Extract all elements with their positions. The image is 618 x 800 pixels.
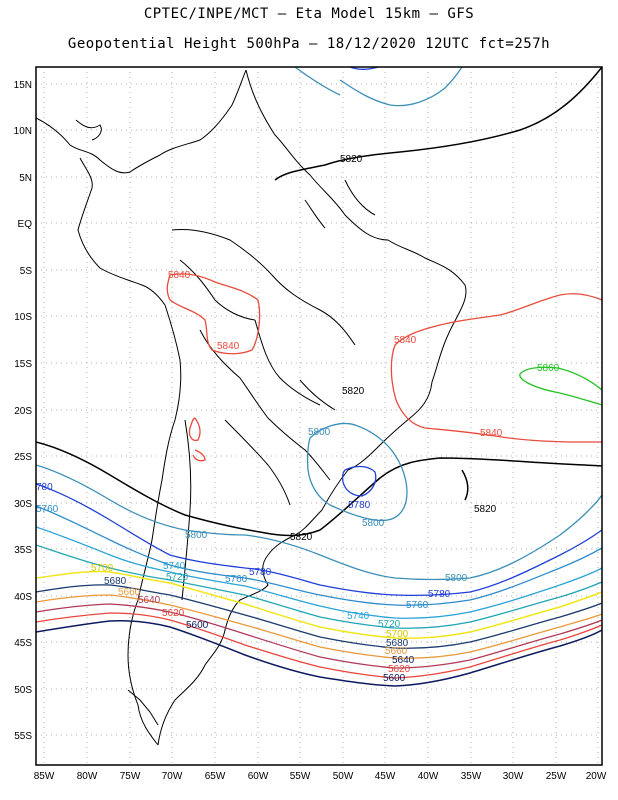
lat-tick: 20S bbox=[14, 406, 32, 417]
label-5640-a: 5640 bbox=[138, 595, 161, 606]
label-5800-c: 5800 bbox=[185, 530, 208, 541]
lat-tick: 10N bbox=[14, 126, 32, 137]
lon-tick: 45W bbox=[375, 771, 396, 782]
contour-5800 bbox=[36, 67, 602, 581]
label-5700-a: 5700 bbox=[91, 563, 114, 574]
label-5760-a: 5760 bbox=[225, 574, 248, 585]
contour-5680 bbox=[36, 584, 602, 649]
contour-5720 bbox=[36, 544, 602, 629]
label-5620-a: 5620 bbox=[162, 608, 185, 619]
lon-tick: 40W bbox=[418, 771, 439, 782]
label-5720-a: 5720 bbox=[166, 572, 189, 583]
lon-tick: 75W bbox=[120, 771, 141, 782]
lat-tick: 10S bbox=[14, 312, 32, 323]
label-5840-b: 5840 bbox=[217, 341, 240, 352]
label-5760-b: 5760 bbox=[406, 600, 429, 611]
lat-tick: 5S bbox=[20, 266, 33, 277]
lat-tick: 35S bbox=[14, 545, 32, 556]
lon-tick: 70W bbox=[162, 771, 183, 782]
title-line-1: CPTEC/INPE/MCT – Eta Model 15km – GFS bbox=[143, 6, 475, 22]
label-5840-c: 5840 bbox=[394, 335, 417, 346]
contour-5860 bbox=[519, 366, 602, 406]
label-5820-d: 5820 bbox=[290, 532, 313, 543]
lat-lon-grid bbox=[36, 67, 602, 765]
lon-tick: 50W bbox=[333, 771, 354, 782]
lon-tick: 60W bbox=[248, 771, 269, 782]
lat-tick: 5N bbox=[19, 173, 32, 184]
label-5840-a: 5840 bbox=[168, 270, 191, 281]
label-5660-a: 5660 bbox=[118, 587, 141, 598]
contour-5700 bbox=[36, 570, 602, 639]
label-5660-b: 5660 bbox=[385, 646, 408, 657]
contour-5820 bbox=[36, 67, 602, 537]
label-5820-c: 5820 bbox=[474, 504, 497, 515]
lon-tick: 25W bbox=[546, 771, 567, 782]
lon-tick: 65W bbox=[205, 771, 226, 782]
coastlines bbox=[36, 69, 467, 746]
lon-axis: 85W 80W 75W 70W 65W 60W 55W 50W 45W 40W … bbox=[34, 771, 607, 782]
lon-tick: 35W bbox=[461, 771, 482, 782]
lon-tick: 85W bbox=[34, 771, 55, 782]
lat-tick: 50S bbox=[14, 685, 32, 696]
label-5640-b: 5640 bbox=[392, 655, 415, 666]
label-5860-a: 5860 bbox=[537, 363, 560, 374]
contour-5600 bbox=[36, 620, 602, 687]
label-5780-c: 5780 bbox=[428, 589, 451, 600]
label-5700-b: 5700 bbox=[386, 629, 409, 640]
label-5780-b: 5780 bbox=[249, 567, 272, 578]
map-frame bbox=[35, 66, 603, 766]
contour-5620 bbox=[36, 612, 602, 679]
lat-tick: 45S bbox=[14, 638, 32, 649]
contour-5660 bbox=[36, 594, 602, 659]
label-5820-a: 5820 bbox=[340, 154, 363, 165]
contour-5640 bbox=[36, 603, 602, 669]
label-5600-a: 5600 bbox=[186, 620, 209, 631]
label-5680-b: 5680 bbox=[386, 638, 409, 649]
label-5720-b: 5720 bbox=[378, 619, 401, 630]
lon-tick: 30W bbox=[503, 771, 524, 782]
contour-5840 bbox=[166, 273, 602, 462]
label-5740-b: 5740 bbox=[347, 611, 370, 622]
label-5740-a: 5740 bbox=[163, 561, 186, 572]
label-5600-b: 5600 bbox=[383, 673, 406, 684]
lon-tick: 20W bbox=[586, 771, 607, 782]
label-5840-d: 5840 bbox=[480, 428, 503, 439]
lat-axis: 15N 10N 5N EQ 5S 10S 15S 20S 25S 30S 35S… bbox=[14, 80, 33, 742]
lat-tick: 15N bbox=[14, 80, 32, 91]
lat-tick: EQ bbox=[18, 219, 33, 230]
lat-tick: 25S bbox=[14, 452, 32, 463]
contour-5740 bbox=[36, 526, 602, 619]
label-5780-a: 5780 bbox=[348, 500, 371, 511]
contour-labels: 5820 5820 5820 5820 5840 5840 5840 5840 … bbox=[36, 154, 560, 684]
label-5760-left: 5760 bbox=[36, 504, 59, 515]
label-5620-b: 5620 bbox=[388, 664, 411, 675]
lat-tick: 15S bbox=[14, 359, 32, 370]
lon-tick: 55W bbox=[290, 771, 311, 782]
label-5800-a: 5800 bbox=[308, 427, 331, 438]
lat-tick: 30S bbox=[14, 499, 32, 510]
label-5820-b: 5820 bbox=[342, 386, 365, 397]
title-line-2: Geopotential Height 500hPa – 18/12/2020 … bbox=[67, 36, 551, 52]
label-5680-a: 5680 bbox=[104, 576, 127, 587]
lat-tick: 55S bbox=[14, 731, 32, 742]
lat-tick: 40S bbox=[14, 592, 32, 603]
contour-5760 bbox=[36, 505, 602, 606]
label-5780-left: 780 bbox=[36, 482, 53, 493]
contour-5780 bbox=[36, 67, 602, 597]
lon-tick: 80W bbox=[77, 771, 98, 782]
label-5800-d: 5800 bbox=[445, 573, 468, 584]
label-5800-b: 5800 bbox=[362, 518, 385, 529]
